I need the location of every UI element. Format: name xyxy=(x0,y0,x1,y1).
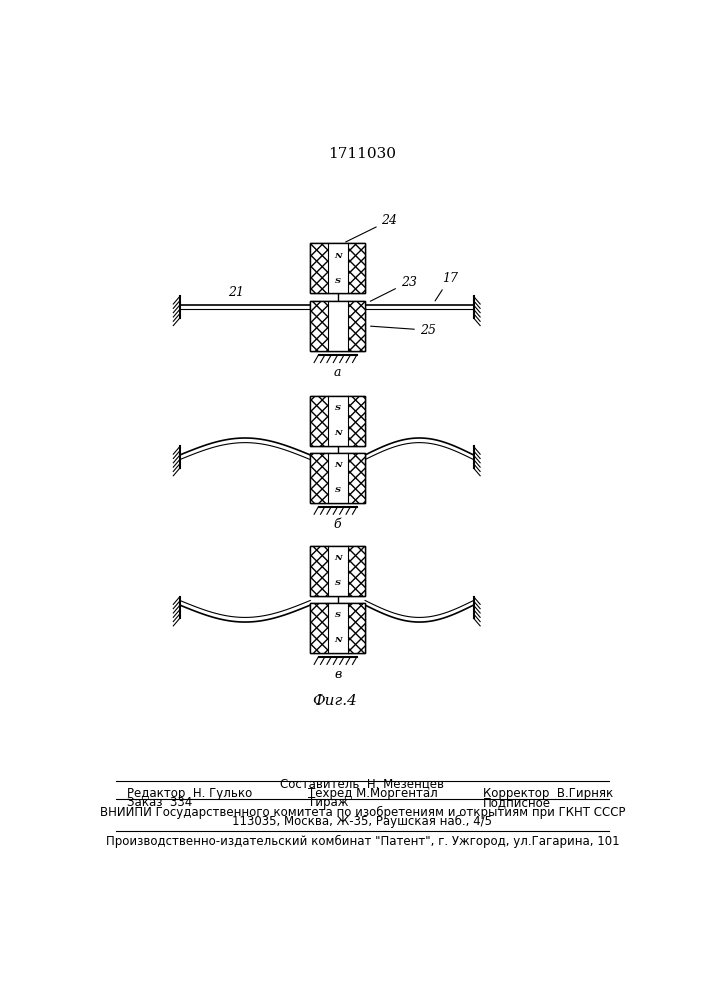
Bar xyxy=(328,396,348,446)
Bar xyxy=(310,396,365,446)
Text: N: N xyxy=(334,429,341,437)
Bar xyxy=(310,396,328,446)
Bar xyxy=(348,546,365,596)
Bar xyxy=(310,301,365,351)
Bar xyxy=(310,243,328,293)
Text: S: S xyxy=(334,404,341,412)
Bar xyxy=(310,243,365,293)
Bar xyxy=(348,453,365,503)
Text: Подписное: Подписное xyxy=(483,796,551,809)
Bar xyxy=(310,453,365,503)
Bar xyxy=(310,301,328,351)
Text: 24: 24 xyxy=(346,214,397,242)
Text: S: S xyxy=(334,611,341,619)
Text: Редактор  Н. Гулько: Редактор Н. Гулько xyxy=(127,787,252,800)
Bar xyxy=(310,301,365,351)
Bar xyxy=(310,396,365,446)
Text: Производственно-издательский комбинат "Патент", г. Ужгород, ул.Гагарина, 101: Производственно-издательский комбинат "П… xyxy=(105,835,619,848)
Text: 1711030: 1711030 xyxy=(328,147,397,161)
Bar xyxy=(310,546,365,596)
Text: N: N xyxy=(334,554,341,562)
Text: б: б xyxy=(334,518,341,531)
Bar xyxy=(348,396,365,446)
Text: S: S xyxy=(334,579,341,587)
Text: N: N xyxy=(334,252,341,260)
Bar xyxy=(348,546,365,596)
Bar xyxy=(328,243,348,293)
Text: а: а xyxy=(334,366,341,379)
Bar xyxy=(310,453,365,503)
Text: Корректор  В.Гирняк: Корректор В.Гирняк xyxy=(483,787,613,800)
Text: 17: 17 xyxy=(435,272,458,301)
Bar xyxy=(310,603,328,653)
Bar xyxy=(348,603,365,653)
Bar xyxy=(310,243,328,293)
Bar xyxy=(310,603,365,653)
Bar xyxy=(328,603,348,653)
Text: 25: 25 xyxy=(370,324,436,337)
Bar xyxy=(328,301,348,351)
Bar xyxy=(348,243,365,293)
Bar xyxy=(348,301,365,351)
Bar xyxy=(310,453,328,503)
Text: N: N xyxy=(334,636,341,644)
Bar xyxy=(348,396,365,446)
Bar xyxy=(310,453,328,503)
Text: N: N xyxy=(334,461,341,469)
Text: 113035, Москва, Ж-35, Раушская наб., 4/5: 113035, Москва, Ж-35, Раушская наб., 4/5 xyxy=(233,815,492,828)
Bar xyxy=(310,396,328,446)
Bar xyxy=(310,546,328,596)
Text: Составитель  Н. Мезенцев: Составитель Н. Мезенцев xyxy=(281,777,444,790)
Text: S: S xyxy=(334,486,341,494)
Bar xyxy=(328,546,348,596)
Bar xyxy=(310,603,328,653)
Text: 21: 21 xyxy=(228,286,244,299)
Bar xyxy=(348,243,365,293)
Bar xyxy=(328,453,348,503)
Bar xyxy=(310,301,328,351)
Text: Техред М.Моргентал: Техред М.Моргентал xyxy=(308,787,438,800)
Bar xyxy=(310,603,365,653)
Text: Фиг.4: Фиг.4 xyxy=(312,694,357,708)
Bar xyxy=(310,546,328,596)
Text: Заказ  334: Заказ 334 xyxy=(127,796,192,809)
Bar xyxy=(310,546,365,596)
Bar xyxy=(348,603,365,653)
Text: в: в xyxy=(334,668,341,681)
Text: S: S xyxy=(334,277,341,285)
Text: Тираж: Тираж xyxy=(308,796,348,809)
Bar xyxy=(348,301,365,351)
Bar xyxy=(348,453,365,503)
Text: ВНИИПИ Государственного комитета по изобретениям и открытиям при ГКНТ СССР: ВНИИПИ Государственного комитета по изоб… xyxy=(100,806,625,819)
Bar xyxy=(310,243,365,293)
Text: 23: 23 xyxy=(370,276,416,301)
